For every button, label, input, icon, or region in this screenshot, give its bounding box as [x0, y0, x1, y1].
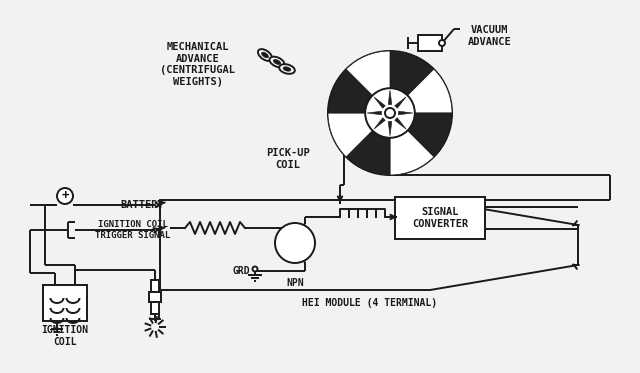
Wedge shape [328, 69, 390, 113]
Ellipse shape [269, 57, 285, 67]
Polygon shape [367, 111, 381, 115]
Polygon shape [388, 90, 392, 104]
Circle shape [365, 88, 415, 138]
Bar [418, 35, 442, 51]
Bar [149, 292, 161, 302]
Circle shape [275, 223, 315, 263]
Wedge shape [346, 113, 390, 175]
Ellipse shape [258, 49, 272, 61]
Wedge shape [390, 113, 434, 175]
Wedge shape [390, 113, 452, 157]
Polygon shape [388, 122, 392, 136]
Circle shape [439, 40, 445, 46]
Circle shape [328, 51, 452, 175]
Ellipse shape [262, 52, 268, 58]
Ellipse shape [283, 67, 291, 71]
Circle shape [57, 188, 73, 204]
Bar [395, 197, 485, 239]
Text: BATTERY: BATTERY [120, 200, 164, 210]
Text: SIGNAL
CONVERTER: SIGNAL CONVERTER [412, 207, 468, 229]
Text: +: + [61, 189, 68, 203]
Polygon shape [374, 97, 385, 108]
Text: MECHANICAL
ADVANCE
(CENTRIFUGAL
WEIGHTS): MECHANICAL ADVANCE (CENTRIFUGAL WEIGHTS) [161, 42, 236, 87]
Text: IGNITION
COIL: IGNITION COIL [42, 325, 88, 347]
Wedge shape [346, 51, 390, 113]
Ellipse shape [273, 60, 281, 65]
Text: PICK-UP
COIL: PICK-UP COIL [266, 148, 310, 170]
Polygon shape [374, 118, 385, 129]
Bar [43, 285, 87, 321]
Bar [151, 302, 159, 314]
Circle shape [385, 108, 395, 118]
Polygon shape [395, 118, 406, 129]
Text: VACUUM
ADVANCE: VACUUM ADVANCE [468, 25, 512, 47]
Ellipse shape [279, 64, 295, 74]
Text: IGNITION COIL
TRIGGER SIGNAL: IGNITION COIL TRIGGER SIGNAL [95, 220, 170, 240]
Wedge shape [328, 113, 390, 157]
Wedge shape [390, 51, 434, 113]
Polygon shape [399, 111, 413, 115]
Circle shape [253, 266, 257, 272]
Text: GRD: GRD [232, 266, 250, 276]
Bar [151, 280, 159, 294]
Text: HEI MODULE (4 TERMINAL): HEI MODULE (4 TERMINAL) [303, 298, 438, 308]
Text: NPN: NPN [286, 278, 304, 288]
Polygon shape [395, 97, 406, 108]
Wedge shape [390, 69, 452, 113]
